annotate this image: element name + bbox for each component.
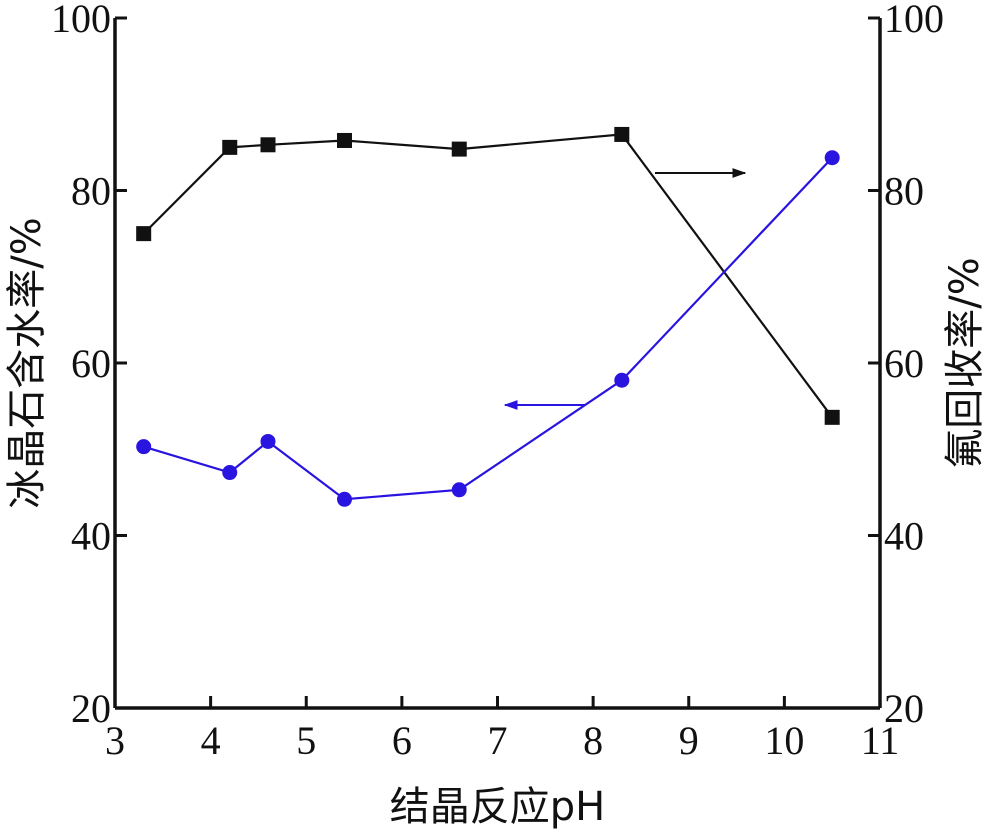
x-tick-label-4: 7	[488, 718, 508, 763]
series-water-content	[136, 150, 840, 507]
point-water-content-6	[824, 150, 840, 166]
series-fluorine-recovery	[136, 126, 840, 425]
line-water-content	[143, 156, 833, 501]
point-water-content-1	[222, 465, 238, 481]
x-axis-title: 结晶反应pH	[390, 784, 605, 830]
y-right-tick-label-0: 20	[884, 686, 924, 731]
x-tick-label-2: 5	[296, 718, 316, 763]
point-fluorine-recovery-3	[337, 132, 352, 148]
point-water-content-2	[260, 433, 276, 449]
point-water-content-0	[136, 439, 152, 455]
y-left-tick-label-3: 80	[71, 169, 111, 214]
y-left-tick-label-0: 20	[71, 686, 111, 731]
point-water-content-4	[451, 482, 467, 498]
x-tick-label-8: 11	[861, 718, 900, 763]
y-right-tick-label-2: 60	[884, 341, 924, 386]
point-water-content-5	[614, 372, 630, 388]
point-fluorine-recovery-6	[824, 409, 840, 425]
line-fluorine-recovery	[142, 133, 834, 418]
y-left-tick-label-2: 60	[71, 341, 111, 386]
y-left-tick-label-1: 40	[71, 514, 111, 559]
point-fluorine-recovery-2	[260, 137, 276, 153]
y-axis-title-right: 氟回收率/%	[942, 257, 988, 468]
axis-labels: 3 4 5 6 7 8 9 10 112040608010020406080100结晶反应pH冰…	[4, 0, 988, 830]
x-tick-label-1: 4	[201, 718, 221, 763]
plot-area	[136, 126, 840, 507]
y-right-tick-label-1: 40	[884, 514, 924, 559]
y-left-tick-label-4: 100	[51, 0, 111, 41]
y-right-tick-label-4: 100	[884, 0, 944, 41]
x-tick-label-5: 8	[583, 718, 603, 763]
y-axis-title-left: 冰晶石含水率/%	[4, 217, 50, 508]
point-fluorine-recovery-4	[451, 141, 467, 157]
point-fluorine-recovery-1	[222, 139, 238, 155]
axes-frame	[113, 16, 882, 710]
x-tick-label-3: 6	[392, 718, 412, 763]
point-fluorine-recovery-0	[136, 226, 152, 242]
point-fluorine-recovery-5	[614, 126, 630, 142]
x-tick-label-7: 10	[764, 718, 804, 763]
x-tick-label-0: 3	[105, 718, 125, 763]
point-water-content-3	[337, 491, 352, 507]
y-right-tick-label-3: 80	[884, 169, 924, 214]
x-tick-label-6: 9	[679, 718, 699, 763]
